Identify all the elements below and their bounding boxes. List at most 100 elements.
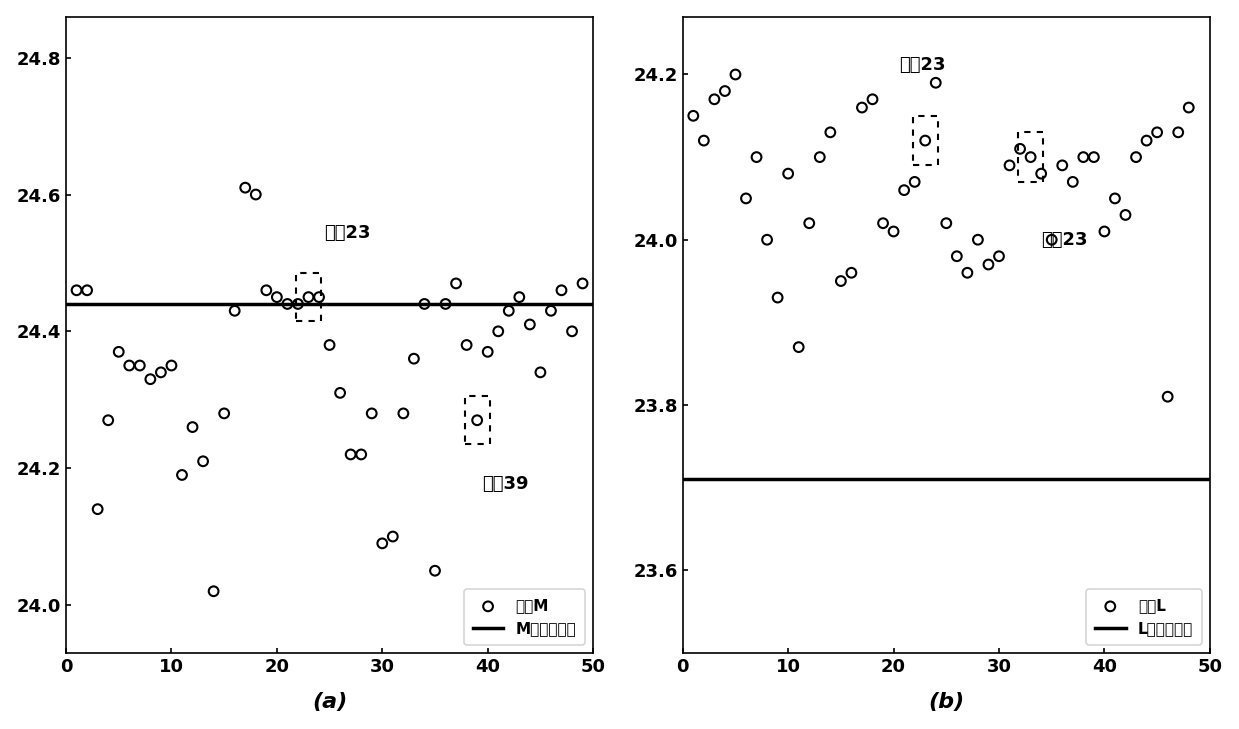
M的控制上限 bbox=[69, 300, 84, 308]
指标L bbox=[958, 267, 978, 278]
指标L bbox=[715, 85, 735, 97]
指标M bbox=[203, 585, 223, 597]
指标M bbox=[172, 469, 192, 481]
指标L bbox=[726, 69, 746, 80]
指标L bbox=[1147, 127, 1167, 139]
指标M bbox=[256, 284, 276, 296]
指标M bbox=[67, 284, 87, 296]
指标L bbox=[799, 217, 819, 229]
指标L bbox=[1115, 209, 1135, 221]
指标M bbox=[151, 367, 171, 378]
指标M bbox=[140, 373, 160, 385]
指标L bbox=[831, 276, 851, 287]
指标L bbox=[705, 93, 725, 105]
Text: 样本39: 样本39 bbox=[482, 475, 529, 493]
指标L bbox=[841, 267, 861, 278]
指标L bbox=[947, 251, 966, 262]
指标M bbox=[266, 292, 286, 303]
指标M bbox=[394, 408, 414, 419]
Legend: 指标L, L的控制上限: 指标L, L的控制上限 bbox=[1085, 589, 1202, 645]
指标M bbox=[299, 292, 318, 303]
指标L bbox=[937, 217, 957, 229]
Bar bbox=[913, 116, 938, 165]
指标M bbox=[352, 448, 372, 460]
指标M bbox=[278, 298, 297, 310]
指标L bbox=[916, 135, 935, 147]
指标M bbox=[425, 565, 445, 577]
指标L bbox=[1000, 160, 1020, 171]
指标L bbox=[778, 168, 798, 179]
指标M bbox=[499, 305, 519, 316]
指标M bbox=[383, 531, 403, 542]
指标L bbox=[1021, 152, 1041, 163]
指标M bbox=[119, 359, 139, 371]
指标M bbox=[436, 298, 456, 310]
指标L bbox=[810, 152, 830, 163]
指标M bbox=[331, 387, 351, 399]
指标M bbox=[193, 456, 213, 467]
指标L bbox=[1126, 152, 1146, 163]
指标L bbox=[852, 102, 872, 114]
Text: 样本23: 样本23 bbox=[325, 225, 370, 243]
Text: 样本23: 样本23 bbox=[1041, 232, 1088, 249]
指标M bbox=[182, 421, 202, 433]
指标L bbox=[1031, 168, 1051, 179]
L的控制上限 bbox=[675, 475, 690, 483]
X-axis label: (b): (b) bbox=[928, 693, 964, 712]
指标L bbox=[684, 110, 704, 122]
指标M bbox=[541, 305, 561, 316]
指标L bbox=[873, 217, 893, 229]
指标M bbox=[509, 292, 529, 303]
指标M bbox=[551, 284, 571, 296]
Bar bbox=[1018, 133, 1043, 182]
指标L bbox=[989, 251, 1009, 262]
指标L bbox=[904, 176, 924, 188]
指标L bbox=[926, 77, 945, 89]
指标L bbox=[1042, 234, 1062, 246]
指标L bbox=[979, 259, 999, 270]
X-axis label: (a): (a) bbox=[312, 693, 347, 712]
指标M bbox=[373, 537, 393, 549]
指标L bbox=[768, 292, 788, 303]
指标L bbox=[1052, 160, 1072, 171]
指标L bbox=[1168, 127, 1188, 139]
指标M bbox=[520, 319, 540, 330]
指标M bbox=[287, 298, 307, 310]
指标L bbox=[1073, 152, 1093, 163]
指标M bbox=[161, 359, 181, 371]
指标L bbox=[820, 127, 840, 139]
指标M bbox=[77, 284, 97, 296]
指标L bbox=[1010, 143, 1030, 155]
L的控制上限 bbox=[686, 475, 701, 483]
指标M bbox=[341, 448, 361, 460]
指标L bbox=[747, 152, 767, 163]
指标L bbox=[1094, 226, 1114, 238]
Bar bbox=[465, 397, 489, 444]
指标L bbox=[862, 93, 882, 105]
指标L bbox=[1178, 102, 1198, 114]
指标M bbox=[130, 359, 150, 371]
指标L bbox=[1084, 152, 1104, 163]
指标M bbox=[415, 298, 435, 310]
指标M bbox=[446, 278, 466, 289]
指标L bbox=[1063, 176, 1083, 188]
指标L bbox=[757, 234, 777, 246]
指标L bbox=[1136, 135, 1156, 147]
指标M bbox=[488, 325, 508, 337]
指标M bbox=[224, 305, 244, 316]
指标M bbox=[563, 325, 582, 337]
指标M bbox=[572, 278, 592, 289]
指标M bbox=[309, 292, 328, 303]
M的控制上限 bbox=[58, 300, 73, 308]
指标M bbox=[530, 367, 550, 378]
指标L bbox=[694, 135, 714, 147]
指标M bbox=[457, 339, 477, 351]
指标L bbox=[789, 341, 809, 353]
指标M bbox=[467, 414, 487, 426]
指标M bbox=[109, 346, 129, 358]
指标L bbox=[968, 234, 987, 246]
指标M bbox=[362, 408, 382, 419]
Bar bbox=[296, 273, 321, 321]
指标M bbox=[235, 182, 255, 193]
指标L bbox=[1105, 192, 1125, 204]
